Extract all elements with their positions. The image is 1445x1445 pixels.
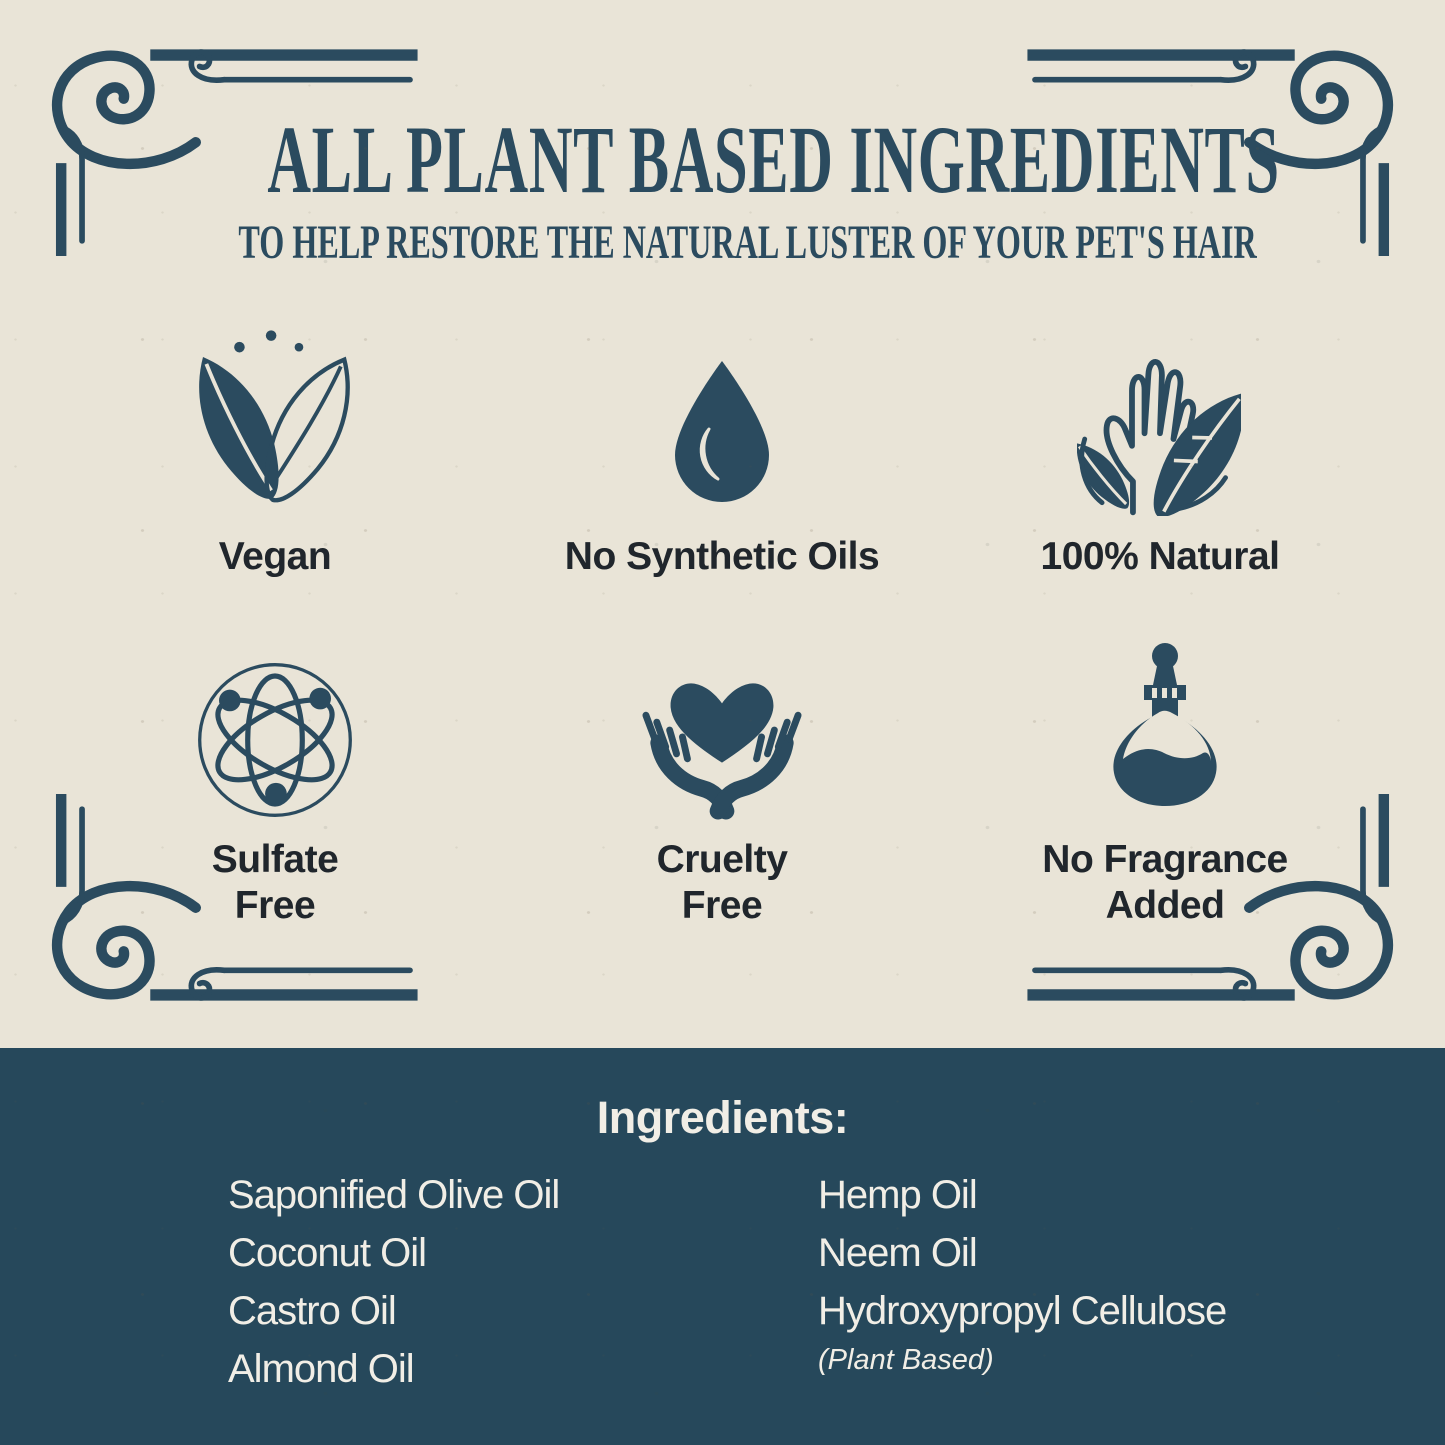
atom-icon bbox=[198, 663, 352, 817]
heart-in-hands-icon bbox=[642, 683, 802, 820]
corner-flourish-bottom-right bbox=[1027, 794, 1394, 1001]
ingredients-left-column: Saponified Olive Oil Coconut Oil Castro Oi… bbox=[228, 1166, 560, 1398]
ingredients-heading: Ingredients: bbox=[596, 1092, 849, 1143]
ingredient-item: Hemp Oil bbox=[818, 1173, 978, 1217]
natural-label: 100% Natural bbox=[1040, 535, 1280, 578]
page-title: ALL PLANT BASED INGREDIENTS bbox=[267, 106, 1280, 213]
sulfate-free-label: Sulfate Free bbox=[211, 838, 339, 927]
fragrance-bottle-icon bbox=[1113, 643, 1217, 806]
no-synthetic-oils-label: No Synthetic Oils bbox=[564, 535, 880, 578]
ingredient-item: Saponified Olive Oil bbox=[228, 1173, 560, 1217]
corner-flourish-top-left bbox=[51, 49, 418, 256]
ingredient-item: Hydroxypropyl Cellulose bbox=[818, 1289, 1227, 1333]
ingredients-panel: Ingredients: Saponified Olive Oil Coconut… bbox=[0, 1048, 1445, 1445]
oil-droplet-icon bbox=[675, 361, 769, 502]
page-subtitle: TO HELP RESTORE THE NATURAL LUSTER OF YO… bbox=[238, 216, 1257, 269]
no-fragrance-added-label: No Fragrance Added bbox=[1042, 838, 1288, 927]
ingredient-item: Neem Oil bbox=[818, 1231, 978, 1275]
ingredient-item: Almond Oil bbox=[228, 1347, 415, 1391]
vegan-label: Vegan bbox=[218, 535, 332, 578]
vegan-leaves-icon bbox=[199, 330, 350, 503]
ingredients-right-column: Hemp Oil Neem Oil Hydroxypropyl Cellulose … bbox=[818, 1166, 1227, 1380]
plant-based-note: (Plant Based) bbox=[818, 1344, 994, 1376]
ingredient-item: Castro Oil bbox=[228, 1289, 397, 1333]
corner-flourish-bottom-left bbox=[51, 794, 418, 1001]
corner-flourish-top-right bbox=[1027, 49, 1394, 256]
cruelty-free-label: Cruelty Free bbox=[656, 838, 788, 927]
ingredient-item: Coconut Oil bbox=[228, 1231, 427, 1275]
hand-with-leaves-icon bbox=[1077, 358, 1241, 516]
